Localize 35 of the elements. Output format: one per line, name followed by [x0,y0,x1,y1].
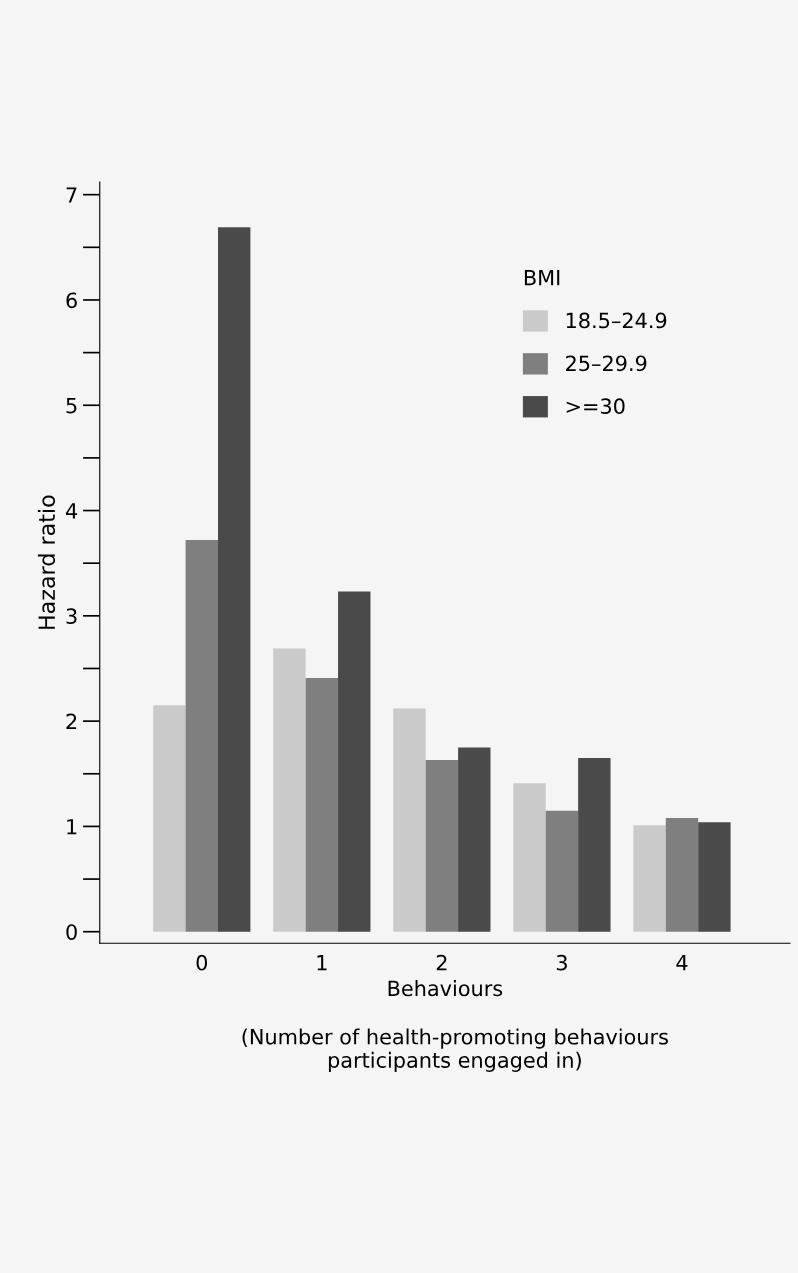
y-tick-label: 7 [66,187,77,203]
bar [513,783,546,932]
y-tick-label: 3 [66,608,77,625]
bar [545,810,579,932]
y-tick-label: 1 [67,819,77,835]
y-tick-label: 4 [65,503,78,519]
y-tick-label: 6 [66,292,77,309]
y-tick-label: 2 [66,713,77,730]
bar [578,757,611,932]
bar [185,540,218,932]
y-tick-label: 5 [66,397,77,414]
x-tick-label: 1 [317,955,327,971]
bar [153,705,186,932]
text: (Number of health-promoting behaviours participants engaged in) [242,1028,668,1072]
bar [698,822,731,932]
bar [393,708,426,932]
legend-label: 18.5–24.9 [566,312,667,329]
x-tick-label: 4 [676,955,688,971]
x-tick-label: 3 [556,954,567,971]
bar [218,227,251,932]
y-axis-title: Hazard ratio [37,495,56,629]
x-tick-label: 2 [436,954,447,971]
x-axis-title: Behaviours [388,980,503,997]
y-tick-label: 0 [66,924,77,940]
bar [665,818,699,932]
bar [633,825,666,932]
x-tick-label: 0 [196,954,208,971]
bar [305,677,339,932]
bar [338,591,371,932]
legend-label: 25–29.9 [566,355,647,372]
bar [458,747,491,932]
bar [273,648,306,932]
legend-label: >=30 [566,398,625,415]
legend-title: BMI [524,269,560,286]
bar [425,760,459,932]
